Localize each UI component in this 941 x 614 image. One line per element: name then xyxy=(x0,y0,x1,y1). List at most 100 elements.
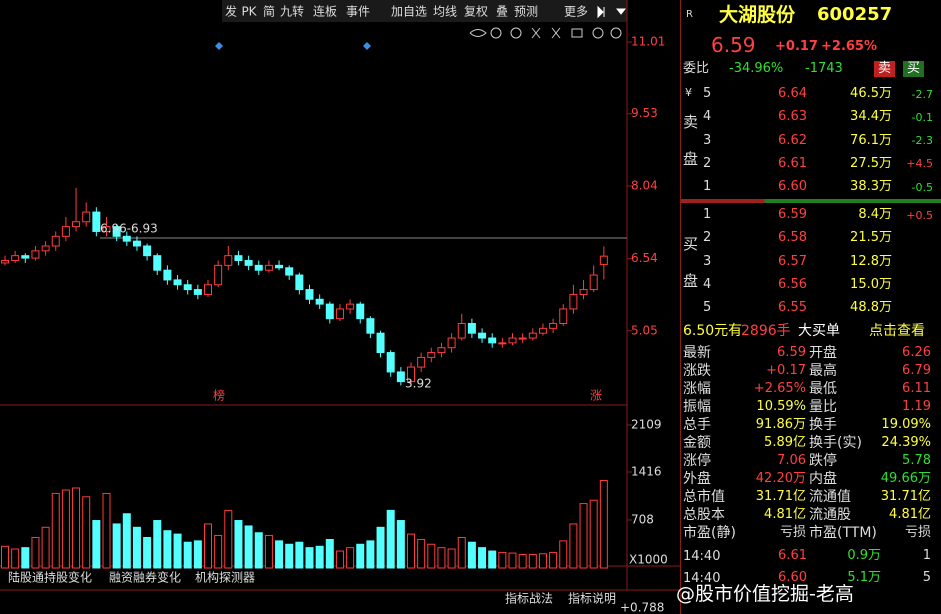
toolbar-item[interactable]: 发 xyxy=(225,4,237,19)
candle-body xyxy=(549,322,558,329)
candle-body xyxy=(599,255,608,265)
candle-body xyxy=(173,279,182,286)
volume-bar xyxy=(163,530,172,569)
volume-bar xyxy=(386,509,395,569)
volume-bar xyxy=(244,525,253,569)
candle-body xyxy=(528,332,537,339)
candle-body xyxy=(143,245,152,257)
candle-body xyxy=(467,322,476,334)
order-volume: 21.5万 xyxy=(850,230,892,246)
volume-bar xyxy=(366,540,375,569)
volume-bar xyxy=(518,553,527,569)
stat-value: 49.66万 xyxy=(880,471,931,486)
bottom-button[interactable]: 指标战法 xyxy=(505,591,553,606)
stat-label: 总股本 xyxy=(683,507,725,523)
weibi-pct: -34.96% xyxy=(729,61,784,76)
currency: ¥ xyxy=(685,85,692,99)
order-level: 5 xyxy=(703,300,712,316)
buy-button[interactable]: 买 xyxy=(903,61,925,77)
toolbar-item[interactable]: PK xyxy=(241,5,257,19)
volume-bar xyxy=(234,520,243,569)
volume-bar xyxy=(82,496,91,569)
candle-body xyxy=(11,255,20,262)
stat-label: 跌停 xyxy=(809,453,837,469)
order-price: 6.62 xyxy=(778,132,807,148)
volume-bar xyxy=(1,545,9,569)
candle-body xyxy=(437,347,446,354)
order-change: -0.5 xyxy=(911,180,933,194)
volume-bar xyxy=(478,547,487,569)
candle-body xyxy=(589,274,598,291)
stat-label: 内盘 xyxy=(809,471,837,487)
order-change: +0.5 xyxy=(906,208,933,222)
side-label: 盘 xyxy=(683,149,699,168)
stat-label: 开盘 xyxy=(809,345,837,361)
candle-body xyxy=(376,332,385,354)
candle-body xyxy=(478,332,487,339)
order-price: 6.59 xyxy=(778,207,807,222)
stat-value: 1.19 xyxy=(902,399,931,414)
toolbar-item[interactable]: 均线 xyxy=(433,5,457,19)
volume-bar xyxy=(72,487,81,569)
toolbar-item[interactable]: 简 xyxy=(263,5,275,19)
stat-value: 31.71亿 xyxy=(755,489,806,504)
volume-bar xyxy=(427,543,436,569)
volume-bar xyxy=(143,536,152,569)
order-change: -2.3 xyxy=(911,134,933,148)
bottom-tab[interactable]: 机构探测器 xyxy=(195,570,255,585)
order-level: 3 xyxy=(703,132,712,148)
candle-body xyxy=(82,211,91,223)
stat-value: 10.59% xyxy=(756,399,806,414)
volume-bar xyxy=(549,551,558,569)
order-level: 1 xyxy=(703,207,712,222)
toolbar-item[interactable]: 复权 xyxy=(464,5,488,19)
candle-body xyxy=(579,289,588,295)
volume-bar xyxy=(183,541,192,569)
volume-bar xyxy=(193,540,202,569)
order-volume: 48.8万 xyxy=(850,300,892,316)
candle-body xyxy=(407,366,415,383)
toolbar-item[interactable]: 连板 xyxy=(313,4,337,19)
candle-body xyxy=(112,226,121,237)
tick-count: 1 xyxy=(922,548,931,563)
stat-label: 总手 xyxy=(683,417,711,433)
volume-bar xyxy=(376,526,385,569)
candle-body xyxy=(285,267,294,276)
stat-label: 量比 xyxy=(809,399,837,415)
volume-bar xyxy=(569,523,578,569)
toolbar-item[interactable]: 事件 xyxy=(346,5,370,19)
y-tick-label: 5.05 xyxy=(631,323,658,337)
candle-body xyxy=(264,264,273,271)
big-order[interactable]: 点击查看 xyxy=(869,323,925,339)
candle-body xyxy=(275,264,284,269)
order-volume: 27.5万 xyxy=(850,155,892,171)
order-price: 6.55 xyxy=(778,300,807,316)
volume-bar xyxy=(254,532,263,569)
candle-body xyxy=(72,221,81,228)
volume-bar xyxy=(11,548,20,569)
toolbar-arrow xyxy=(597,5,627,19)
stat-value: 6.26 xyxy=(902,345,931,360)
annotation: 涨 xyxy=(590,388,602,403)
toolbar-item[interactable]: 更多 xyxy=(564,5,588,19)
toolbar-item[interactable]: 九转 xyxy=(280,4,304,19)
candle-body xyxy=(61,226,70,237)
big-order: 大买单 xyxy=(798,323,840,339)
toolbar-item[interactable]: 预测 xyxy=(514,5,538,19)
stat-value: +2.65% xyxy=(753,381,806,396)
sell-button[interactable]: 卖 xyxy=(874,61,896,77)
stat-value: 6.79 xyxy=(902,363,931,378)
annotation: 3.92 xyxy=(405,377,432,391)
toolbar-item[interactable]: 加自选 xyxy=(391,5,427,19)
bottom-tab[interactable]: 融资融券变化 xyxy=(109,570,181,585)
bottom-tab[interactable]: 陆股通持股变化 xyxy=(8,570,92,585)
event-marker xyxy=(215,42,371,50)
order-level: 2 xyxy=(703,155,712,171)
bottom-button[interactable]: 指标说明 xyxy=(568,591,616,606)
candle-body xyxy=(234,255,243,262)
toolbar-item[interactable]: 叠 xyxy=(496,5,508,19)
stat-label: 涨幅 xyxy=(683,381,711,397)
order-level: 3 xyxy=(703,253,712,269)
volume-bar xyxy=(335,550,344,569)
